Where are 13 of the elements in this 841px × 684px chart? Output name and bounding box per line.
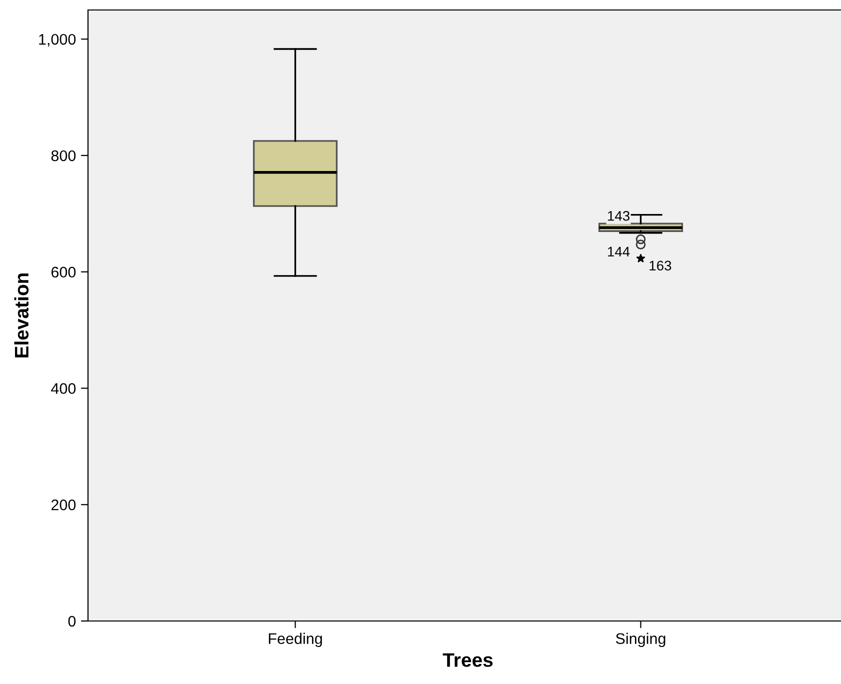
annotation: 163 (650, 260, 672, 271)
y-tick-label: 800 (51, 150, 76, 162)
annotation: 143 (608, 210, 630, 221)
y-tick-label: 1,000 (39, 34, 76, 47)
annotation: 144 (608, 246, 630, 256)
y-axis-title: Elevation (14, 273, 29, 358)
y-tick-label: 200 (51, 499, 76, 510)
x-tick-label: Feeding (268, 632, 322, 648)
y-tick-label: 400 (51, 383, 76, 394)
x-axis-title: Trees (442, 653, 493, 667)
y-tick-label: 600 (51, 266, 76, 278)
x-tick-label: Singing (616, 632, 666, 648)
y-tick-label: 0 (68, 616, 76, 627)
